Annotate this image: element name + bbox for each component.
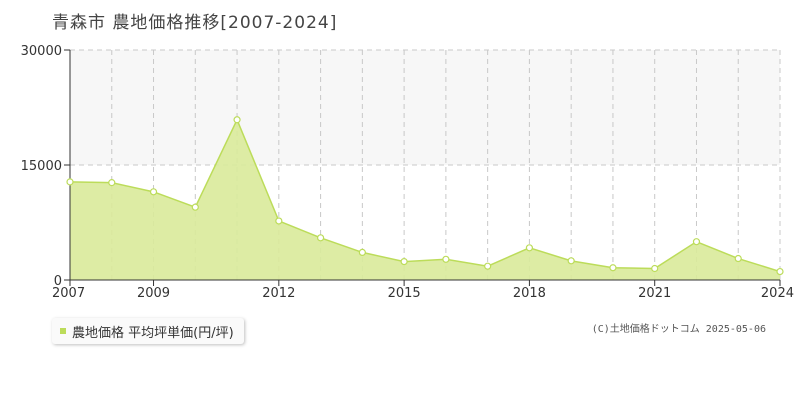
legend: 農地価格 平均坪単価(円/坪) [52, 318, 244, 344]
chart-title: 青森市 農地価格推移[2007-2024] [52, 13, 338, 33]
data-markers [66, 116, 784, 276]
y-tick-label: 30000 [21, 44, 62, 59]
x-tick-labels: 2007 2009 2012 2015 2018 2021 2024 [52, 286, 794, 301]
data-point [442, 255, 450, 263]
data-point [609, 264, 617, 272]
copyright-text: (C)土地価格ドットコム 2025-05-06 [591, 324, 766, 335]
data-point [525, 244, 534, 252]
data-point [66, 178, 74, 186]
x-tick-label: 2009 [137, 286, 170, 301]
x-tick-label: 2021 [638, 286, 671, 301]
x-tick-label: 2015 [388, 286, 421, 301]
x-tick-label: 2018 [513, 286, 546, 301]
data-point [275, 217, 283, 225]
data-point [651, 264, 659, 273]
x-tick-label: 2012 [262, 286, 295, 301]
data-point [149, 188, 158, 196]
data-point [692, 238, 701, 246]
legend-swatch [60, 328, 66, 334]
data-point [776, 267, 784, 276]
series-line [69, 117, 781, 273]
y-tick-label: 15000 [21, 159, 62, 174]
data-point [400, 258, 408, 266]
data-point [484, 262, 492, 270]
data-point [567, 257, 575, 265]
legend-label: 農地価格 平均坪単価(円/坪) [72, 325, 234, 341]
x-tick-label: 2007 [52, 286, 85, 301]
upper-band [70, 50, 780, 165]
y-tick-labels: 0 15000 30000 [21, 44, 62, 289]
x-tick-label: 2024 [761, 286, 794, 301]
data-point [233, 116, 241, 124]
data-point [734, 254, 742, 263]
data-point [108, 179, 116, 187]
data-point [191, 203, 199, 211]
y-tick-label: 0 [54, 274, 62, 289]
axes [64, 49, 781, 286]
data-point [316, 234, 325, 242]
data-point [358, 248, 366, 256]
area-fill [70, 119, 780, 281]
